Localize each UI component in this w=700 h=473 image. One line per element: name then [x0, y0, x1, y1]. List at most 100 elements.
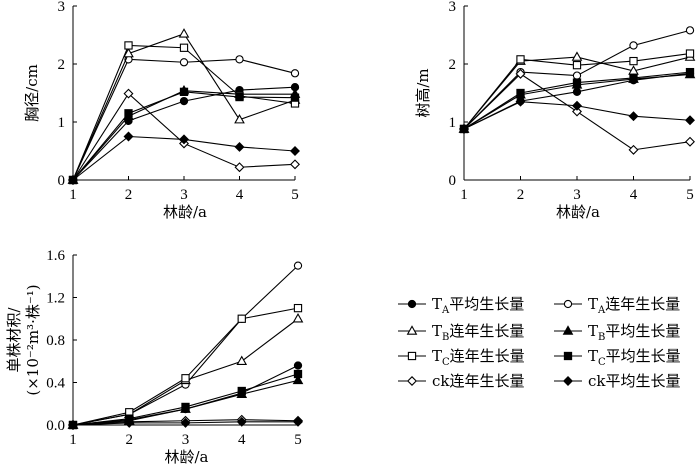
y-tick-label: 0.8: [46, 333, 65, 349]
data-point-ck_avg: [459, 123, 469, 134]
legend-marker-TA_cont: [563, 299, 573, 309]
data-point-TB_cont: [571, 51, 583, 61]
legend-item-TA_cont: TA连年生长量: [554, 295, 680, 316]
legend-marker-ck_cont: [407, 376, 417, 386]
x-tick-label: 5: [291, 187, 299, 203]
data-point-ck_avg: [180, 417, 191, 428]
legend-item-ck_avg: ck平均生长量: [554, 372, 681, 390]
y-tick-label: 2: [58, 57, 66, 73]
series-TA_cont: [68, 55, 300, 185]
legend-marker-TA_avg: [407, 299, 417, 309]
data-point-ck_avg: [68, 420, 78, 430]
data-point-TA_cont: [629, 41, 638, 50]
y-tick-label: 0: [449, 173, 457, 189]
data-point-TA_cont: [179, 58, 189, 67]
data-point-TC_avg: [293, 369, 303, 379]
x-axis-label: 林龄/a: [163, 203, 207, 221]
data-point-ck_avg: [572, 100, 582, 111]
y-tick-label: 0.4: [46, 376, 65, 392]
legend-item-TB_cont: TB连年生长量: [398, 322, 524, 343]
legend-item-ck_cont: ck连年生长量: [398, 372, 525, 390]
data-point-ck_avg: [293, 416, 303, 427]
data-point-TC_cont: [516, 55, 525, 64]
data-point-ck_avg: [515, 96, 526, 107]
data-point-TA_cont: [572, 71, 582, 80]
data-point-TC_avg: [685, 67, 695, 77]
data-point-TB_cont: [236, 355, 248, 366]
data-point-ck_cont: [572, 106, 582, 117]
legend-label: ck连年生长量: [432, 372, 525, 390]
data-point-TA_cont: [290, 69, 300, 78]
data-point-TC_avg: [235, 92, 244, 102]
series-ck_avg: [68, 416, 303, 430]
data-point-ck_cont: [234, 162, 245, 173]
x-axis-label: 林龄/a: [165, 448, 209, 466]
data-point-TA_cont: [235, 55, 244, 64]
data-point-TC_cont: [179, 43, 189, 52]
legend-label: ck平均生长量: [588, 372, 681, 390]
x-tick-label: 2: [125, 187, 133, 203]
legend-marker-TB_avg: [562, 325, 574, 335]
x-tick-label: 4: [238, 432, 246, 448]
data-point-TC_cont: [237, 314, 246, 323]
data-point-ck_avg: [290, 146, 300, 156]
x-tick-label: 1: [69, 432, 77, 448]
data-point-TC_avg: [290, 93, 300, 102]
legend-label: TB连年生长量: [432, 322, 524, 343]
data-point-ck_avg: [628, 111, 639, 122]
data-point-ck_avg: [236, 416, 247, 427]
data-point-TC_avg: [572, 78, 582, 87]
data-point-TA_avg: [572, 87, 582, 96]
legend-label: TC连年生长量: [432, 347, 525, 368]
data-point-ck_cont: [628, 144, 639, 155]
x-tick-label: 2: [126, 432, 134, 448]
y-tick-label: 3: [449, 0, 457, 15]
data-point-TC_avg: [179, 87, 189, 96]
data-point-TC_avg: [237, 386, 246, 396]
data-point-TA_avg: [293, 361, 303, 370]
data-point-TC_avg: [181, 402, 190, 412]
series-TA_avg: [68, 83, 300, 185]
series-ck_avg: [68, 131, 300, 185]
x-tick-label: 5: [294, 432, 302, 448]
series-line-TA_cont: [72, 58, 296, 181]
y-tick-label: 2: [449, 57, 457, 73]
data-point-TC_avg: [516, 88, 525, 98]
legend-label: TB平均生长量: [588, 322, 680, 343]
legend-marker-TC_avg: [563, 351, 573, 361]
data-point-TB_cont: [123, 47, 134, 58]
data-point-ck_avg: [234, 141, 245, 152]
data-point-TC_cont: [124, 41, 133, 50]
x-tick-label: 3: [180, 187, 188, 203]
x-tick-label: 1: [69, 187, 77, 203]
y-tick-label: 1: [58, 115, 66, 131]
legend-label: TA连年生长量: [588, 295, 680, 316]
legend-marker-ck_avg: [563, 376, 573, 386]
legend-item-TB_avg: TB平均生长量: [554, 322, 680, 343]
y-tick-label: 0: [58, 173, 66, 189]
data-point-ck_avg: [685, 115, 695, 126]
x-tick-label: 5: [686, 187, 694, 203]
legend-item-TA_avg: TA平均生长量: [398, 295, 524, 316]
data-point-TC_avg: [629, 73, 638, 83]
series-line-TA_cont: [72, 265, 299, 426]
data-point-ck_cont: [685, 136, 695, 147]
y-tick-label: 1: [449, 115, 457, 131]
x-tick-label: 3: [182, 432, 190, 448]
data-point-TB_cont: [234, 113, 245, 124]
legend-marker-TC_cont: [407, 351, 417, 361]
y-axis-label: 胸径/cm: [23, 64, 41, 122]
data-point-TA_cont: [293, 261, 303, 270]
y-tick-label: 3: [58, 0, 66, 15]
x-tick-label: 4: [236, 187, 244, 203]
x-tick-label: 2: [517, 187, 525, 203]
y-tick-label: 1.6: [46, 248, 65, 264]
data-point-TB_cont: [178, 28, 190, 38]
y-axis-label: 树高/m: [414, 68, 432, 117]
y-axis-label-line1: 单株材积/: [5, 307, 23, 373]
series-ck_avg: [459, 96, 695, 134]
legend-label: TA平均生长量: [432, 295, 524, 316]
data-point-ck_avg: [123, 131, 134, 142]
data-point-TA_avg: [179, 96, 189, 106]
